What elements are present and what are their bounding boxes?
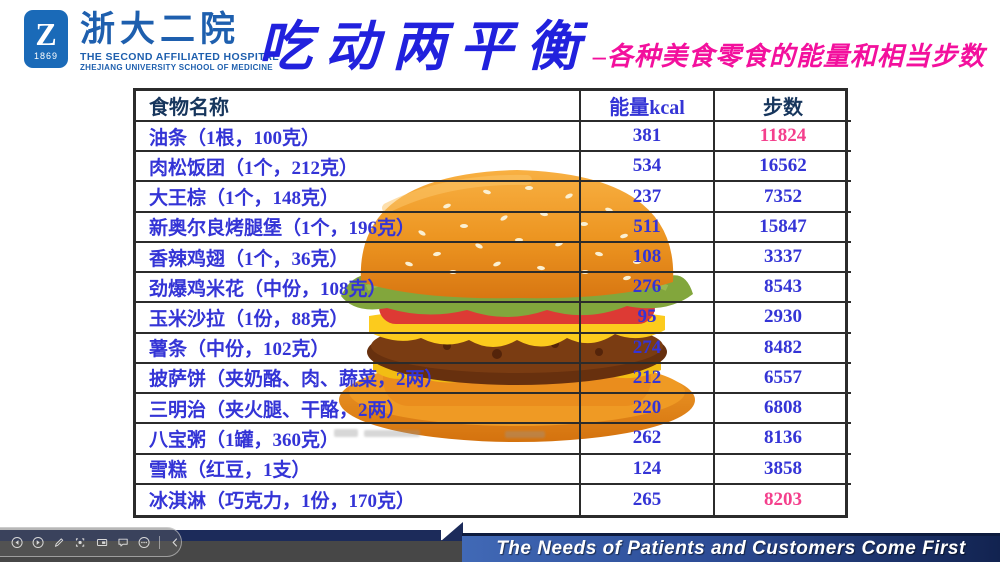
emblem-year: 1869 (33, 51, 59, 61)
footer-ribbon-tip (441, 522, 463, 541)
watermark-smudge (334, 429, 358, 437)
kcal-cell: 108 (581, 242, 715, 274)
comment-icon[interactable] (117, 535, 129, 550)
kcal-cell: 237 (581, 182, 715, 213)
laser-pointer-icon[interactable] (74, 535, 86, 550)
steps-cell: 16562 (715, 152, 851, 183)
footer-navy-ribbon (0, 530, 441, 541)
presentation-toolbar[interactable] (0, 527, 182, 557)
food-name-cell: 冰淇淋（巧克力，1份，170克） (136, 484, 581, 515)
hospital-name-block: 浙大二院 THE SECOND AFFILIATED HOSPITAL ZHEJ… (80, 10, 279, 72)
kcal-cell: 262 (581, 424, 715, 455)
food-name-cell: 披萨饼（夹奶酪、肉、蔬菜，2两） (136, 363, 581, 395)
more-options-icon[interactable] (138, 535, 150, 550)
kcal-cell: 95 (581, 303, 715, 334)
food-name-cell: 八宝粥（1罐，360克） (136, 424, 581, 455)
hospital-name-en2: ZHEJIANG UNIVERSITY SCHOOL OF MEDICINE (80, 63, 273, 72)
kcal-cell: 274 (581, 333, 715, 364)
kcal-cell: 511 (581, 212, 715, 243)
pen-tool-icon[interactable] (53, 535, 65, 550)
title-main: 吃动两平衡 (258, 17, 593, 77)
column-header-steps: 步数 (715, 91, 851, 122)
hospital-name-en1: THE SECOND AFFILIATED HOSPITAL (80, 51, 280, 63)
kcal-cell: 220 (581, 394, 715, 425)
steps-cell: 8482 (715, 334, 851, 364)
steps-cell: 8543 (715, 273, 851, 304)
column-header-kcal: 能量kcal (581, 91, 715, 122)
steps-cell: 6557 (715, 364, 851, 395)
kcal-cell: 381 (581, 122, 715, 153)
title-subtitle: –各种美食零食的能量和相当步数 (593, 42, 986, 71)
steps-cell: 8136 (715, 424, 851, 455)
food-name-cell: 油条（1根，100克） (136, 122, 581, 153)
previous-slide-icon[interactable] (11, 535, 23, 550)
watermark-smudge (364, 430, 420, 437)
collapse-toolbar-icon[interactable] (169, 535, 181, 550)
kcal-cell: 124 (581, 454, 715, 485)
kcal-cell: 534 (581, 152, 715, 183)
steps-cell: 3337 (715, 243, 851, 274)
hospital-name-cn: 浙大二院 (80, 10, 241, 49)
food-name-cell: 大王棕（1个，148克） (136, 182, 581, 213)
food-name-cell: 玉米沙拉（1份，88克） (136, 303, 581, 334)
steps-cell: 6808 (715, 394, 851, 425)
food-name-cell: 雪糕（红豆，1支） (136, 454, 581, 485)
kcal-cell: 276 (581, 273, 715, 304)
food-name-cell: 香辣鸡翅（1个，36克） (136, 242, 581, 274)
display-icon[interactable] (96, 535, 108, 550)
slide-title: 吃动两平衡 –各种美食零食的能量和相当步数 (258, 2, 985, 81)
steps-cell: 11824 (715, 122, 851, 153)
steps-cell: 7352 (715, 182, 851, 213)
footer-slogan-bar: The Needs of Patients and Customers Come… (462, 533, 1000, 562)
steps-cell: 15847 (715, 213, 851, 243)
steps-cell: 2930 (715, 303, 851, 334)
food-name-cell: 三明治（夹火腿、干酪，2两） (136, 394, 581, 425)
hospital-emblem-icon: Z 1869 (24, 10, 68, 68)
food-energy-table: 食物名称 能量kcal 步数 油条（1根，100克） 381 11824 肉松饭团（1… (133, 88, 851, 518)
next-slide-icon[interactable] (32, 535, 44, 550)
steps-cell: 8203 (764, 488, 802, 510)
food-name-cell: 肉松饭团（1个，212克） (136, 152, 581, 183)
column-header-food: 食物名称 (136, 91, 581, 122)
steps-cell: 3858 (715, 455, 851, 485)
food-name-cell: 新奥尔良烤腿堡（1个，196克） (136, 212, 581, 243)
toolbar-divider (159, 535, 160, 549)
watermark-smudge (505, 431, 545, 438)
kcal-cell: 212 (581, 363, 715, 395)
food-name-cell: 劲爆鸡米花（中份，108克） (136, 273, 581, 304)
footer-slogan-text: The Needs of Patients and Customers Come… (496, 538, 966, 559)
food-name-cell: 薯条（中份，102克） (136, 333, 581, 364)
kcal-cell: 265 (581, 484, 715, 515)
hospital-logo: Z 1869 浙大二院 THE SECOND AFFILIATED HOSPIT… (24, 10, 279, 72)
emblem-letter: Z (35, 16, 57, 52)
